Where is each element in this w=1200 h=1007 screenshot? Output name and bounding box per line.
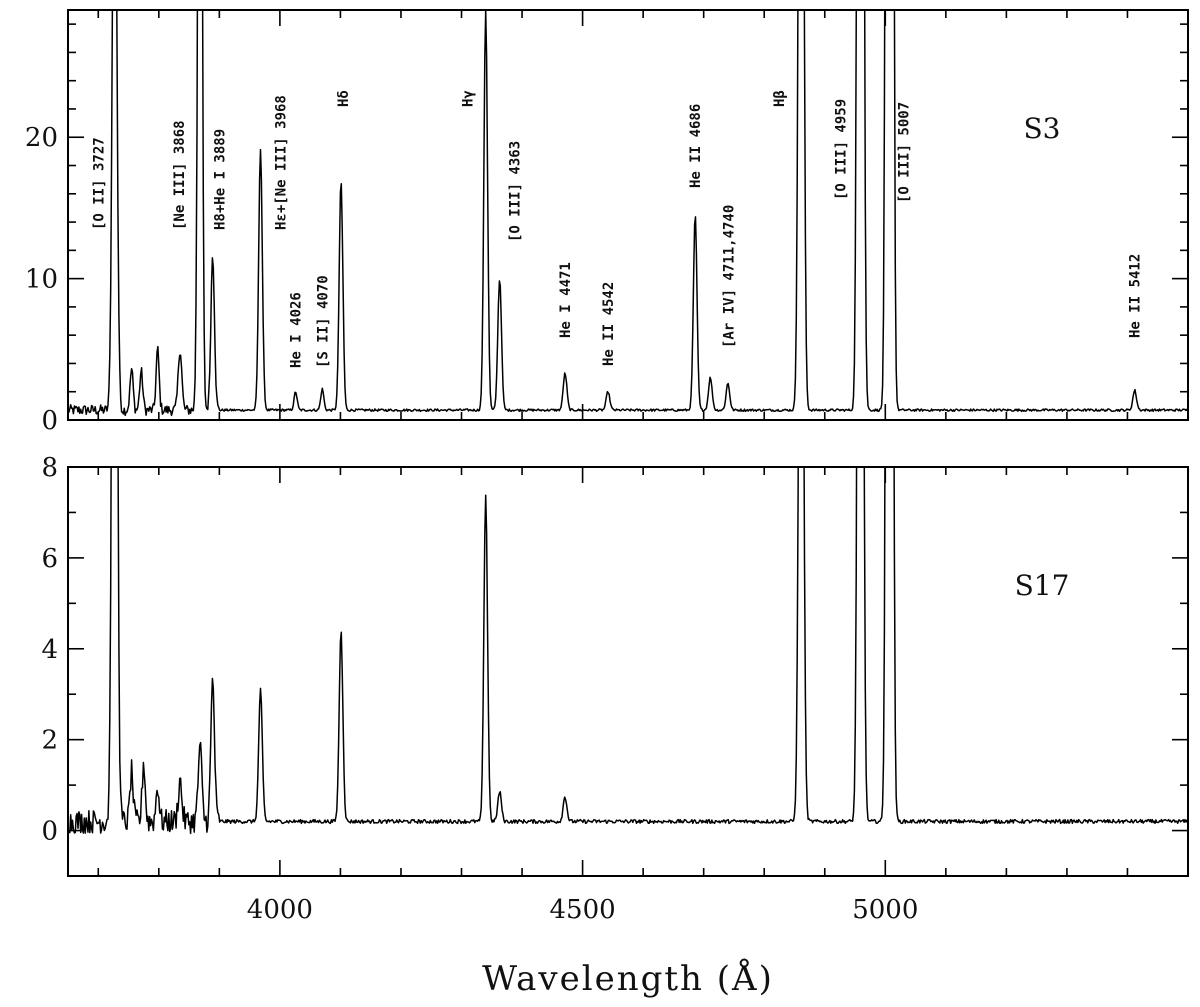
panel-label: S3: [1024, 112, 1061, 145]
x-axis-title: Wavelength (Å): [482, 958, 774, 999]
y-tick-label: 6: [41, 544, 58, 574]
y-tick-label: 20: [25, 123, 58, 153]
panel-s17: 0 2 4 6 8 4000 4500 5000 S17: [41, 453, 1189, 925]
x-tick-label: 4000: [247, 895, 313, 925]
spectrum-line-s3: [68, 10, 1188, 417]
panel-s3: 0 10 20 S3 [O II] 3727 [Ne III] 3868 H8+He I 3…: [25, 9, 1189, 436]
line-label: [O III] 4363: [508, 141, 524, 242]
y-tick-label: 0: [41, 817, 58, 847]
plot-frame: [67, 466, 1189, 877]
line-label: Hγ: [461, 90, 477, 107]
x-tick-label: 5000: [852, 895, 918, 925]
y-tick-label: 10: [25, 265, 58, 295]
line-label: [Ar IV] 4711,4740: [721, 205, 737, 348]
panel-label: S17: [1015, 569, 1070, 602]
line-label: [O III] 4959: [834, 99, 850, 200]
plot-frame: [67, 9, 1189, 421]
y-tick-label: 2: [41, 726, 58, 756]
line-label: He I 4471: [558, 262, 574, 338]
line-label: [Ne III] 3868: [172, 120, 188, 230]
line-label: Hδ: [336, 90, 352, 107]
line-label: He II 4686: [688, 104, 704, 188]
line-label: Hε+[Ne III] 3968: [274, 95, 290, 230]
y-tick-label: 8: [41, 453, 58, 483]
line-label: H8+He I 3889: [213, 129, 229, 230]
line-label: [O III] 5007: [897, 102, 913, 203]
line-label: He II 5412: [1128, 254, 1144, 338]
y-tick-label: 0: [41, 406, 58, 436]
line-label: He II 4542: [601, 282, 617, 366]
x-tick-label: 4500: [550, 895, 616, 925]
line-label: Hβ: [772, 90, 788, 107]
y-tick-label: 4: [41, 635, 58, 665]
line-label: [O II] 3727: [92, 137, 108, 230]
line-label: [S II] 4070: [315, 275, 331, 368]
line-label: He I 4026: [289, 292, 305, 368]
spectrum-line-s17: [68, 467, 1188, 835]
